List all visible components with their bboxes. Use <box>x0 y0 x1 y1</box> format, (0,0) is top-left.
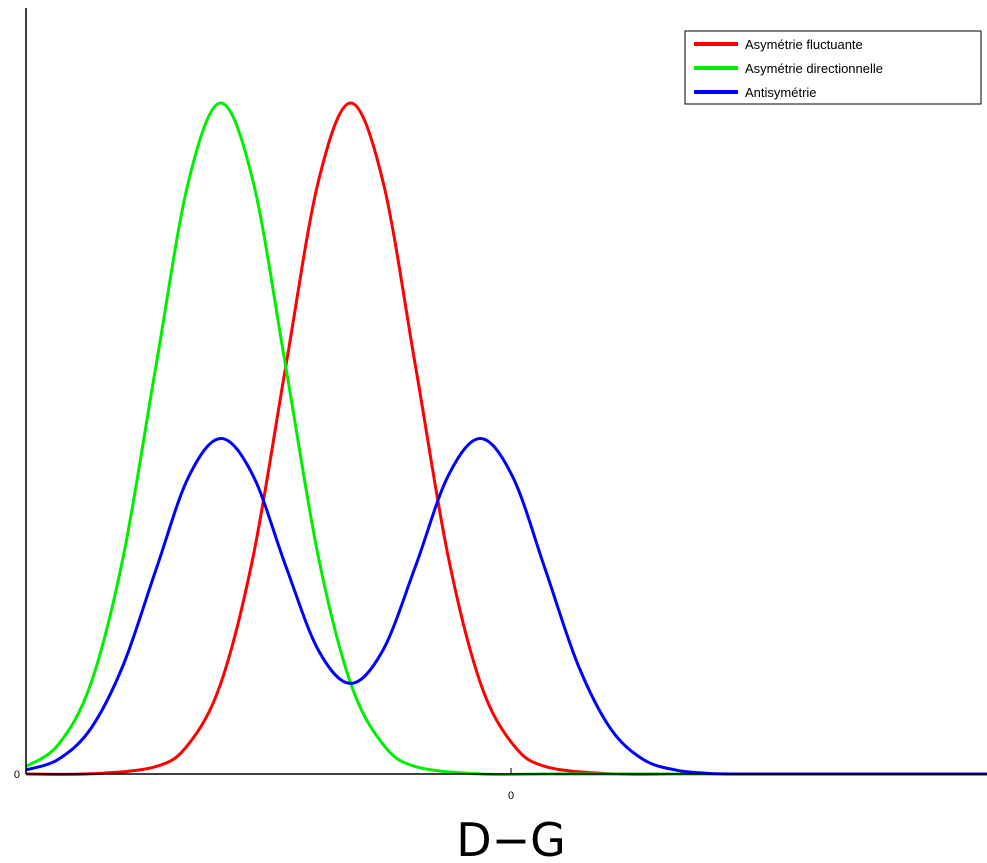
legend: Asymétrie fluctuante Asymétrie direction… <box>684 30 982 105</box>
series-line-antisymetrie <box>25 436 987 776</box>
x-axis-label: D−G <box>456 813 566 863</box>
series-layer <box>25 101 987 777</box>
series-line-fluctuante <box>25 101 987 776</box>
legend-label-fluctuante: Asymétrie fluctuante <box>745 37 863 52</box>
x-tick-label: 0 <box>508 790 514 802</box>
series-line-directionnelle <box>25 101 987 777</box>
legend-label-antisymetrie: Antisymétrie <box>745 85 817 100</box>
legend-label-directionnelle: Asymétrie directionnelle <box>745 61 883 76</box>
y-tick-label: 0 <box>14 769 20 781</box>
